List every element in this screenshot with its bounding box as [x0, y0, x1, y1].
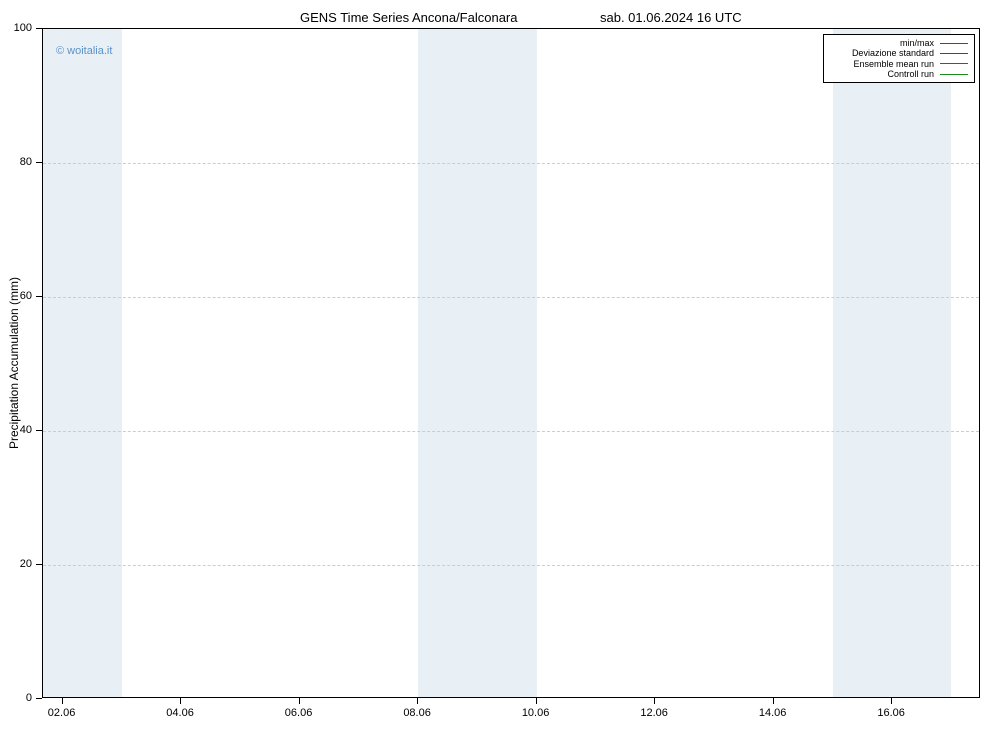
- x-tick-mark: [417, 698, 418, 704]
- gridline: [43, 163, 979, 164]
- x-tick-label: 08.06: [403, 707, 431, 719]
- legend-item-label: Controll run: [887, 69, 934, 79]
- y-tick-mark: [36, 430, 42, 431]
- legend-item-swatch: [940, 63, 968, 64]
- x-tick-label: 12.06: [640, 707, 668, 719]
- gridline: [43, 297, 979, 298]
- chart-root: GENS Time Series Ancona/Falconara sab. 0…: [0, 0, 1000, 733]
- x-tick-mark: [62, 698, 63, 704]
- legend-item-label: min/max: [900, 38, 934, 48]
- x-tick-mark: [536, 698, 537, 704]
- legend-item-label: Deviazione standard: [852, 48, 934, 58]
- legend-item: Ensemble mean run: [830, 59, 968, 69]
- y-tick-label: 0: [26, 692, 32, 704]
- weekend-shade: [833, 29, 952, 697]
- legend-item-swatch: [940, 74, 968, 75]
- x-tick-mark: [180, 698, 181, 704]
- y-tick-label: 20: [20, 558, 32, 570]
- legend-item-swatch: [940, 53, 968, 54]
- x-tick-mark: [891, 698, 892, 704]
- x-tick-label: 02.06: [48, 707, 76, 719]
- y-tick-mark: [36, 28, 42, 29]
- y-tick-label: 40: [20, 424, 32, 436]
- weekend-shade: [418, 29, 537, 697]
- y-tick-mark: [36, 698, 42, 699]
- legend-item: min/max: [830, 38, 968, 48]
- x-tick-mark: [773, 698, 774, 704]
- gridline: [43, 431, 979, 432]
- x-tick-label: 10.06: [522, 707, 550, 719]
- legend-rows: min/maxDeviazione standardEnsemble mean …: [830, 38, 968, 79]
- x-tick-mark: [654, 698, 655, 704]
- y-tick-mark: [36, 564, 42, 565]
- x-tick-label: 06.06: [285, 707, 313, 719]
- legend-item: Deviazione standard: [830, 48, 968, 58]
- y-tick-label: 80: [20, 156, 32, 168]
- y-tick-label: 60: [20, 290, 32, 302]
- x-tick-label: 04.06: [166, 707, 194, 719]
- y-tick-mark: [36, 296, 42, 297]
- x-tick-label: 14.06: [759, 707, 787, 719]
- x-tick-label: 16.06: [877, 707, 905, 719]
- legend-item: Controll run: [830, 69, 968, 79]
- chart-title-left: GENS Time Series Ancona/Falconara: [300, 10, 518, 25]
- chart-title-right: sab. 01.06.2024 16 UTC: [600, 10, 742, 25]
- legend-box: min/maxDeviazione standardEnsemble mean …: [823, 34, 975, 83]
- x-tick-mark: [299, 698, 300, 704]
- gridline: [43, 565, 979, 566]
- y-tick-mark: [36, 162, 42, 163]
- y-tick-label: 100: [14, 22, 32, 34]
- watermark-text: © woitalia.it: [56, 45, 112, 57]
- legend-item-label: Ensemble mean run: [853, 59, 934, 69]
- legend-item-swatch: [940, 43, 968, 44]
- plot-area: © woitalia.it min/maxDeviazione standard…: [42, 28, 980, 698]
- weekend-shade: [43, 29, 122, 697]
